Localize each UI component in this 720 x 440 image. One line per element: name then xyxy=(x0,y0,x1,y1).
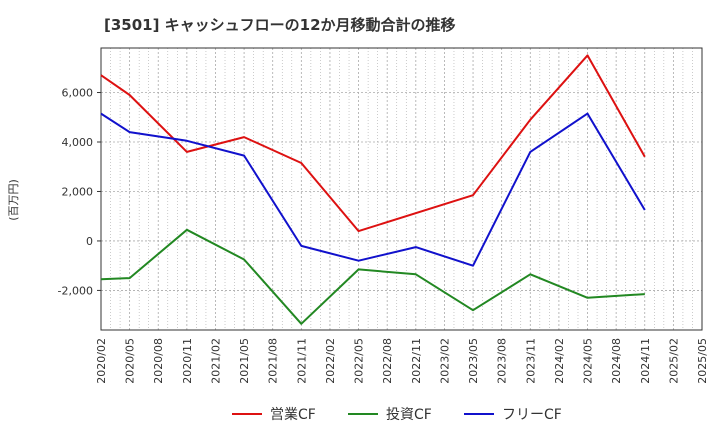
y-tick-label: 0 xyxy=(86,235,93,248)
y-axis-label: (百万円) xyxy=(7,179,20,221)
y-tick-labels: -2,000 0 2,000 4,000 6,000 xyxy=(58,87,93,298)
series-line-投資CF xyxy=(100,228,645,325)
x-tick-label: 2020/08 xyxy=(152,338,165,384)
x-tick-label: 2022/05 xyxy=(353,338,366,384)
y-tick-label: 4,000 xyxy=(62,136,94,149)
legend-label: 営業CF xyxy=(270,407,316,423)
chart-title: [3501] キャッシュフローの12か月移動合計の推移 xyxy=(104,16,456,34)
legend: 営業CF 投資CF フリーCF xyxy=(232,407,562,423)
x-tick-label: 2020/05 xyxy=(124,338,137,384)
x-tick-label: 2024/05 xyxy=(582,338,595,384)
series-line-フリーCF xyxy=(100,112,646,267)
x-tick-label: 2024/08 xyxy=(610,338,623,384)
axes xyxy=(97,47,703,331)
y-tick-label: 6,000 xyxy=(62,87,94,100)
x-tick-label: 2022/11 xyxy=(410,338,423,384)
x-tick-label: 2023/02 xyxy=(438,338,451,384)
x-tick-label: 2025/05 xyxy=(696,338,709,384)
x-tick-label: 2023/05 xyxy=(467,338,480,384)
x-tick-label: 2023/08 xyxy=(496,338,509,384)
x-tick-label: 2022/08 xyxy=(381,338,394,384)
y-tick-label: 2,000 xyxy=(62,185,94,198)
x-tick-labels: 2020/02 2020/05 2020/08 2020/11 2021/02 2021/… xyxy=(95,338,709,384)
series-lines xyxy=(100,54,646,325)
x-tick-label: 2023/11 xyxy=(524,338,537,384)
x-tick-label: 2021/11 xyxy=(295,338,308,384)
x-tick-label: 2025/02 xyxy=(667,338,680,384)
x-tick-label: 2020/02 xyxy=(95,338,108,384)
x-tick-label: 2021/08 xyxy=(267,338,280,384)
x-tick-label: 2021/05 xyxy=(238,338,251,384)
x-tick-label: 2021/02 xyxy=(209,338,222,384)
legend-label: 投資CF xyxy=(386,407,432,423)
x-tick-label: 2024/02 xyxy=(553,338,566,384)
grid xyxy=(100,48,703,330)
legend-label: フリーCF xyxy=(502,407,562,423)
y-tick-label: -2,000 xyxy=(58,284,93,297)
plot-frame xyxy=(100,47,703,331)
x-tick-label: 2024/11 xyxy=(639,338,652,384)
x-tick-label: 2020/11 xyxy=(181,338,194,384)
x-tick-label: 2022/02 xyxy=(324,338,337,384)
series-line-営業CF xyxy=(100,54,646,233)
